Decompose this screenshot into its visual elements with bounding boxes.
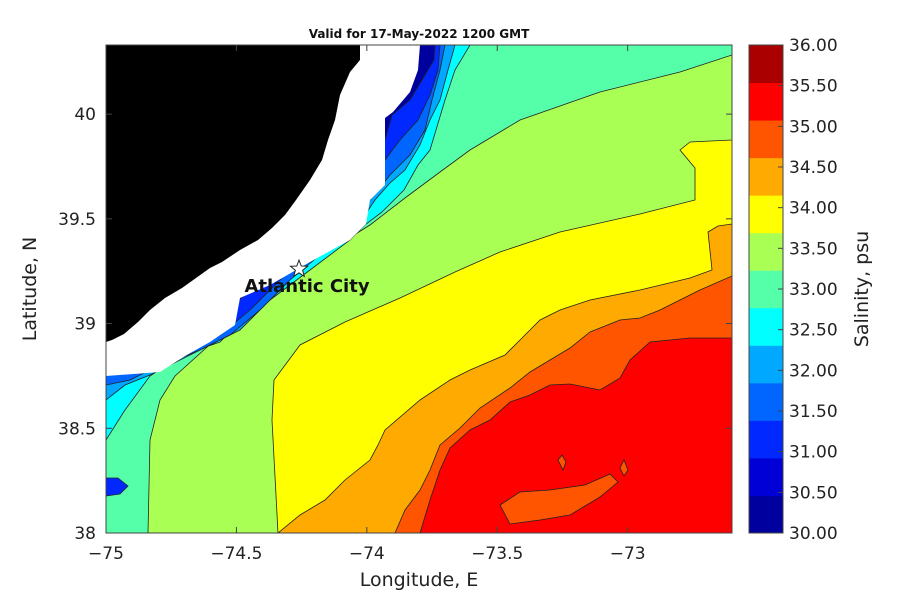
x-tick-label: −74 xyxy=(349,544,385,564)
colorbar-segment xyxy=(749,307,783,346)
colorbar-segment xyxy=(749,195,783,234)
colorbar-tick-label: 33.50 xyxy=(789,239,838,259)
band-34-5-35-inner xyxy=(499,473,619,525)
land-peninsula xyxy=(106,288,134,336)
x-axis-label: Longitude, E xyxy=(360,569,479,591)
colorbar-segment xyxy=(749,345,783,384)
colorbar-tick-label: 35.50 xyxy=(789,77,838,97)
band-30-5-31-sw xyxy=(106,477,129,497)
colorbar-tick-label: 30.00 xyxy=(789,524,838,544)
annotations: Atlantic City xyxy=(244,258,370,297)
y-tick-label: 38 xyxy=(74,524,96,544)
colorbar-segment xyxy=(749,232,783,271)
colorbar-segment xyxy=(749,45,783,84)
colorbar-tick-label: 35.00 xyxy=(789,117,838,137)
colorbar-tick-label: 32.00 xyxy=(789,361,838,381)
y-tick-label: 38.5 xyxy=(58,419,96,439)
colorbar-tick-label: 30.50 xyxy=(789,483,838,503)
x-tick-label: −73.5 xyxy=(471,544,523,564)
colorbar-segment xyxy=(749,457,783,496)
colorbar-tick-label: 34.50 xyxy=(789,158,838,178)
band-35-35-5 xyxy=(419,337,732,533)
colorbar-label: Salinity, psu xyxy=(851,231,873,347)
colorbar: 30.00 30.50 31.00 31.50 32.00 32.50 33.00 33.50… xyxy=(748,36,873,544)
plot-area xyxy=(106,45,732,533)
colorbar-segment xyxy=(749,495,783,534)
colorbar-segment xyxy=(749,270,783,309)
colorbar-segment xyxy=(749,420,783,459)
band-34-5-35-islet xyxy=(557,454,567,471)
band-34-5-35-islet xyxy=(619,459,629,477)
x-tick-label: −73 xyxy=(610,544,646,564)
city-star-marker xyxy=(289,258,309,278)
x-tick-label: −75 xyxy=(88,544,124,564)
y-tick-label: 39.5 xyxy=(58,210,96,230)
colorbar-tick-label: 31.50 xyxy=(789,402,838,422)
colorbar-tick-label: 34.00 xyxy=(789,199,838,219)
colorbar-tick-label: 32.50 xyxy=(789,321,838,341)
colorbar-segment xyxy=(749,82,783,121)
y-tick-label: 39 xyxy=(74,315,96,335)
x-tick-label: −74.5 xyxy=(210,544,262,564)
x-axis: −75 −74.5 −74 −73.5 −73 xyxy=(88,45,646,564)
colorbar-segment xyxy=(749,382,783,421)
colorbar-tick-label: 31.00 xyxy=(789,443,838,463)
colorbar-tick-label: 36.00 xyxy=(789,36,838,56)
y-tick-label: 40 xyxy=(74,105,96,125)
colorbar-tick-label: 33.00 xyxy=(789,280,838,300)
land-mass xyxy=(106,45,360,342)
plot-frame xyxy=(105,44,733,534)
y-axis-label: Latitude, N xyxy=(19,237,41,342)
y-axis: 38 38.5 39 39.5 40 xyxy=(58,105,732,544)
colorbar-segment xyxy=(749,120,783,159)
chart-title: Valid for 17-May-2022 1200 GMT xyxy=(309,27,530,41)
colorbar-segment xyxy=(749,157,783,196)
city-label: Atlantic City xyxy=(244,276,369,297)
